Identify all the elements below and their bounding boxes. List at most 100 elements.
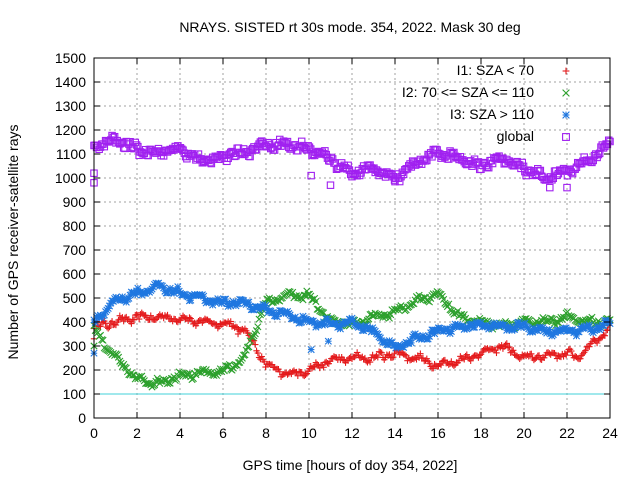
data-point — [484, 163, 493, 172]
series-4 — [90, 131, 614, 192]
data-point — [426, 360, 433, 367]
data-point — [339, 356, 347, 363]
data-point — [282, 139, 290, 147]
x-tick-label: 8 — [262, 425, 270, 441]
data-point — [294, 372, 302, 379]
data-point — [590, 151, 599, 160]
data-point — [601, 142, 609, 151]
x-tick-label: 18 — [473, 425, 489, 441]
data-point — [341, 164, 350, 172]
chart-title: NRAYS. SISTED rt 30s mode. 354, 2022. Ma… — [179, 19, 520, 35]
data-point — [96, 331, 105, 339]
data-point — [106, 323, 113, 331]
data-point — [114, 138, 123, 147]
data-point — [503, 340, 510, 347]
data-point — [185, 152, 194, 160]
data-point — [215, 155, 223, 164]
data-point — [450, 362, 458, 369]
legend-item: I3: SZA > 110 — [450, 106, 570, 122]
data-point — [425, 151, 434, 159]
data-point — [395, 177, 404, 186]
data-point — [441, 153, 449, 161]
data-point — [194, 368, 203, 376]
data-point — [476, 352, 483, 359]
data-point — [593, 339, 601, 347]
data-point — [99, 336, 107, 344]
data-point — [283, 137, 292, 146]
y-tick-label: 1200 — [55, 122, 86, 138]
data-point — [299, 296, 307, 304]
data-point — [374, 330, 382, 338]
data-point — [245, 298, 253, 306]
data-point — [469, 160, 478, 168]
y-tick-label: 900 — [63, 194, 87, 210]
data-point — [353, 349, 361, 356]
data-point — [361, 354, 369, 362]
y-tick-label: 1000 — [55, 170, 86, 186]
data-point — [535, 352, 543, 359]
data-point — [373, 352, 380, 359]
data-point — [327, 153, 336, 162]
data-point — [548, 176, 556, 184]
data-point — [261, 301, 270, 310]
data-point — [246, 337, 254, 345]
axes: 0 2 4 6 8 10 12 14 16 18 20 22 240100200300400500600… — [55, 50, 618, 441]
data-point — [131, 138, 140, 147]
data-point — [407, 339, 415, 347]
x-tick-label: 10 — [301, 425, 317, 441]
data-point — [279, 137, 288, 145]
data-point — [159, 152, 168, 160]
data-point — [164, 311, 171, 319]
data-point — [557, 167, 565, 175]
data-point — [134, 142, 142, 151]
x-tick-label: 22 — [559, 425, 575, 441]
data-point — [545, 325, 553, 334]
data-point — [258, 353, 265, 360]
data-point — [128, 143, 137, 151]
x-tick-label: 14 — [387, 425, 403, 441]
outlier-point — [546, 183, 554, 192]
data-point — [189, 151, 198, 160]
data-point — [566, 313, 574, 321]
data-point — [573, 158, 582, 167]
data-point — [516, 355, 523, 363]
data-point — [104, 138, 112, 146]
data-point — [588, 313, 596, 321]
data-point — [528, 171, 537, 180]
data-point — [318, 148, 327, 156]
data-point — [255, 315, 263, 323]
data-point — [586, 343, 593, 350]
legend-label: I3: SZA > 110 — [450, 106, 534, 122]
data-point — [143, 379, 151, 388]
data-point — [378, 349, 385, 357]
y-tick-label: 700 — [63, 242, 87, 258]
data-point — [601, 332, 609, 339]
data-point — [166, 379, 174, 387]
y-tick-label: 400 — [63, 314, 87, 330]
data-point — [132, 141, 141, 149]
outlier-point — [391, 177, 399, 186]
data-point — [135, 315, 143, 323]
data-point — [519, 162, 528, 171]
data-point — [407, 163, 416, 171]
data-point — [582, 347, 589, 354]
data-point — [97, 323, 104, 330]
data-point — [420, 155, 428, 164]
data-point — [194, 150, 203, 158]
outlier-point — [324, 337, 332, 345]
data-point — [245, 343, 253, 351]
data-point — [534, 165, 542, 173]
data-point — [577, 355, 584, 362]
data-point — [270, 146, 279, 154]
outlier-point — [563, 183, 571, 192]
data-point — [366, 358, 374, 366]
data-point — [508, 347, 516, 355]
data-point — [463, 351, 471, 358]
data-point — [114, 353, 123, 361]
data-point — [234, 144, 243, 152]
legend-item: global — [497, 128, 570, 144]
x-tick-label: 0 — [90, 425, 98, 441]
legend-label: global — [497, 128, 534, 144]
legend-label: I2: 70 <= SZA <= 110 — [402, 84, 534, 100]
